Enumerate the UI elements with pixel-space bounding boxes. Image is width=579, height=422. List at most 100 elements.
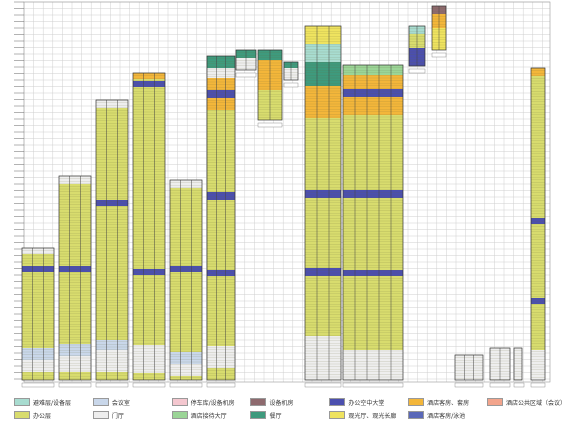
- tower-outline: [530, 67, 546, 381]
- legend-swatch: [250, 398, 267, 406]
- program-band-hub: [207, 192, 235, 200]
- legend-swatch: [408, 398, 425, 406]
- tower-15: [489, 347, 511, 388]
- legend-item: 避难层/设备层: [14, 396, 91, 408]
- tower-9: [283, 61, 299, 88]
- tower-outline: [58, 175, 92, 381]
- tower-outline: [257, 49, 283, 121]
- tower-label-box: [95, 382, 129, 388]
- legend-swatch: [171, 411, 188, 419]
- program-band-hub: [305, 268, 341, 276]
- legend: 避难层/设备层 会议室 停车库/设备机房 设备机房 办公空中大堂 酒店客房、套房 酒店公共区…: [14, 396, 566, 422]
- tower-label-box: [132, 382, 166, 388]
- tower-outline: [408, 25, 426, 67]
- legend-label: 办公层: [33, 412, 52, 420]
- tower-outline: [454, 354, 484, 381]
- tower-17: [530, 67, 546, 388]
- tower-outline: [489, 347, 511, 381]
- level-scale: [14, 1, 24, 380]
- tower-6: [206, 55, 236, 388]
- program-band-hub: [170, 266, 202, 272]
- program-band-hub: [305, 190, 341, 198]
- legend-item: 酒店客房/泳池: [408, 409, 485, 421]
- grid-frame: [23, 1, 551, 383]
- program-band-hotel_room: [133, 73, 165, 79]
- legend-swatch: [486, 398, 503, 406]
- tower-outline: [21, 247, 55, 381]
- tower-outline: [431, 5, 447, 51]
- tower-label-box: [342, 382, 404, 388]
- office-floors: [170, 180, 202, 380]
- tower-outline: [206, 55, 236, 381]
- tower-label-box: [530, 382, 546, 388]
- tower-4: [132, 72, 166, 388]
- program-band-hub: [343, 190, 403, 198]
- legend-swatch: [14, 411, 30, 419]
- tower-label-box: [58, 382, 92, 388]
- tower-10: [304, 25, 342, 388]
- program-band-hub: [531, 218, 545, 224]
- office-floors: [96, 100, 128, 380]
- tower-label-box: [304, 382, 342, 388]
- program-band-meeting: [22, 348, 54, 360]
- program-band-lobby: [305, 336, 341, 380]
- tower-outline: [513, 347, 523, 381]
- tower-label-box: [21, 382, 55, 388]
- tower-outline: [283, 61, 299, 81]
- tower-7: [235, 49, 257, 78]
- program-band-restaurant: [207, 56, 235, 68]
- program-band-restaurant: [305, 62, 341, 86]
- tower-14: [454, 354, 484, 388]
- legend-item: 观光厅、观光长廊: [329, 409, 406, 421]
- tower-label-box: [257, 122, 283, 128]
- tower-13: [431, 5, 447, 58]
- legend-label: 办公空中大堂: [348, 399, 385, 407]
- tower-outline: [342, 64, 404, 381]
- program-band-hotel_room: [207, 78, 235, 90]
- legend-swatch: [329, 398, 346, 406]
- tower-5: [169, 179, 203, 388]
- tower-11: [342, 64, 404, 388]
- legend-label: 餐厅: [269, 412, 282, 420]
- tower-label-box: [235, 72, 257, 78]
- program-band-hotel_room: [531, 68, 545, 76]
- program-band-lobby: [22, 360, 54, 372]
- program-band-lobby: [96, 100, 128, 108]
- tower-1: [21, 247, 55, 388]
- program-band-lobby: [59, 356, 91, 372]
- tower-label-box: [408, 68, 426, 74]
- program-band-hub: [133, 81, 165, 87]
- legend-swatch: [329, 411, 346, 419]
- legend-label: 酒店客房、套房: [427, 399, 470, 407]
- program-band-lobby: [170, 180, 202, 188]
- legend-swatch: [250, 411, 267, 419]
- legend-item: 门厅: [92, 409, 170, 421]
- legend-item: 设备机房: [250, 396, 327, 408]
- legend-item: 酒店客房、套房: [408, 396, 485, 408]
- program-band-lobby: [531, 350, 545, 380]
- program-band-office: [133, 87, 165, 95]
- program-band-hub: [207, 90, 235, 98]
- program-band-meeting: [96, 340, 128, 350]
- tower-outline: [132, 72, 166, 381]
- tower-label-box: [513, 382, 525, 388]
- tower-label-box: [283, 82, 299, 88]
- legend-swatch: [92, 411, 109, 419]
- tower-label-box: [454, 382, 484, 388]
- program-band-lobby: [96, 350, 128, 372]
- program-band-observation: [305, 26, 341, 44]
- legend-label: 酒店公共区域（会议）: [505, 399, 566, 407]
- tower-3: [95, 99, 129, 388]
- program-band-hotel_room: [343, 75, 403, 89]
- legend-label: 设备机房: [269, 399, 294, 407]
- tower-outline: [304, 25, 342, 381]
- program-band-lobby: [207, 346, 235, 368]
- legend-item: 办公层: [14, 409, 91, 421]
- tower-label-box: [431, 52, 447, 58]
- legend-label: 酒店客房/泳池: [427, 412, 466, 420]
- program-band-meeting: [59, 344, 91, 356]
- legend-swatch: [92, 398, 109, 406]
- program-band-hotel_room: [305, 86, 341, 118]
- tower-outline: [95, 99, 129, 381]
